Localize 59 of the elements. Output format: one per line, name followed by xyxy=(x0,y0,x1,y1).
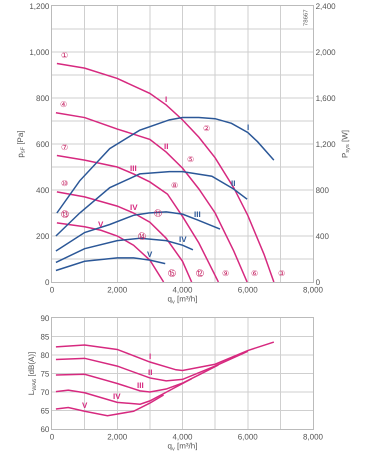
x-axis-title: q$_{v}$ [m³/h] xyxy=(168,442,198,452)
y-tick-label: 800 xyxy=(36,94,50,103)
y-tick-label: 0 xyxy=(44,278,50,287)
x-tick-label: 6,000 xyxy=(238,432,258,442)
annotation: ⑫ xyxy=(196,269,204,278)
series-label: V xyxy=(82,401,88,410)
annotation: ⑤ xyxy=(187,155,194,164)
y-tick-label: 65 xyxy=(40,406,50,416)
series-label: II xyxy=(148,368,152,377)
y-tick-label: 1,000 xyxy=(29,48,50,57)
series-label: II xyxy=(164,142,168,151)
y2-tick-label: 400 xyxy=(316,232,330,241)
annotation: ⑮ xyxy=(168,269,176,278)
annotation: ④ xyxy=(60,100,67,109)
series-label: II xyxy=(231,179,236,188)
series-label: III xyxy=(130,164,137,173)
y2-tick-label: 800 xyxy=(316,186,330,195)
y-tick-label: 75 xyxy=(40,369,50,378)
y2-tick-label: 1,600 xyxy=(316,94,336,103)
annotation: ⑧ xyxy=(171,181,178,190)
y-tick-label: 200 xyxy=(36,232,50,241)
y-tick-label: 85 xyxy=(40,332,50,342)
y-tick-label: 1,200 xyxy=(29,2,50,11)
annotation: ② xyxy=(203,124,210,133)
x-tick-label: 8,000 xyxy=(302,432,324,442)
x-tick-label: 2,000 xyxy=(107,286,128,295)
series-label: V xyxy=(147,250,153,259)
series-label: V xyxy=(98,220,104,229)
y-tick-label: 80 xyxy=(40,350,50,360)
annotation: ⑩ xyxy=(61,179,68,188)
series-label: I xyxy=(165,95,168,104)
series-label: IV xyxy=(113,392,122,401)
annotation: ⑨ xyxy=(222,269,229,278)
x-axis-title: q$_{v}$ [m³/h] xyxy=(168,294,198,306)
y-tick-label: 60 xyxy=(40,424,50,434)
annotation: ① xyxy=(61,51,68,60)
y2-tick-label: 1,200 xyxy=(316,140,336,149)
series-label: III xyxy=(194,210,201,219)
series-label: III xyxy=(137,381,144,390)
y-tick-label: 90 xyxy=(40,314,50,323)
series-label: I xyxy=(149,352,152,361)
annotation: ⑥ xyxy=(251,269,258,278)
x-tick-label: 4,000 xyxy=(172,432,194,442)
y-tick-label: 400 xyxy=(36,186,50,195)
y2-tick-label: 2,400 xyxy=(316,2,336,11)
y-tick-label: 600 xyxy=(36,140,50,149)
series-label: IV xyxy=(179,235,188,244)
x-tick-label: 2,000 xyxy=(107,432,128,442)
y-tick-label: 70 xyxy=(40,388,50,397)
x-tick-label: 4,000 xyxy=(172,286,194,295)
y2-tick-label: 0 xyxy=(316,278,321,287)
series-label: I xyxy=(247,123,250,132)
x-tick-label: 6,000 xyxy=(238,286,258,295)
annotation: ⑬ xyxy=(61,210,69,219)
annotation: ⑦ xyxy=(61,143,68,152)
x-tick-label: 8,000 xyxy=(302,286,324,295)
annotation: ③ xyxy=(278,269,285,278)
y2-tick-label: 2,000 xyxy=(316,48,336,57)
series-label: IV xyxy=(130,203,138,212)
